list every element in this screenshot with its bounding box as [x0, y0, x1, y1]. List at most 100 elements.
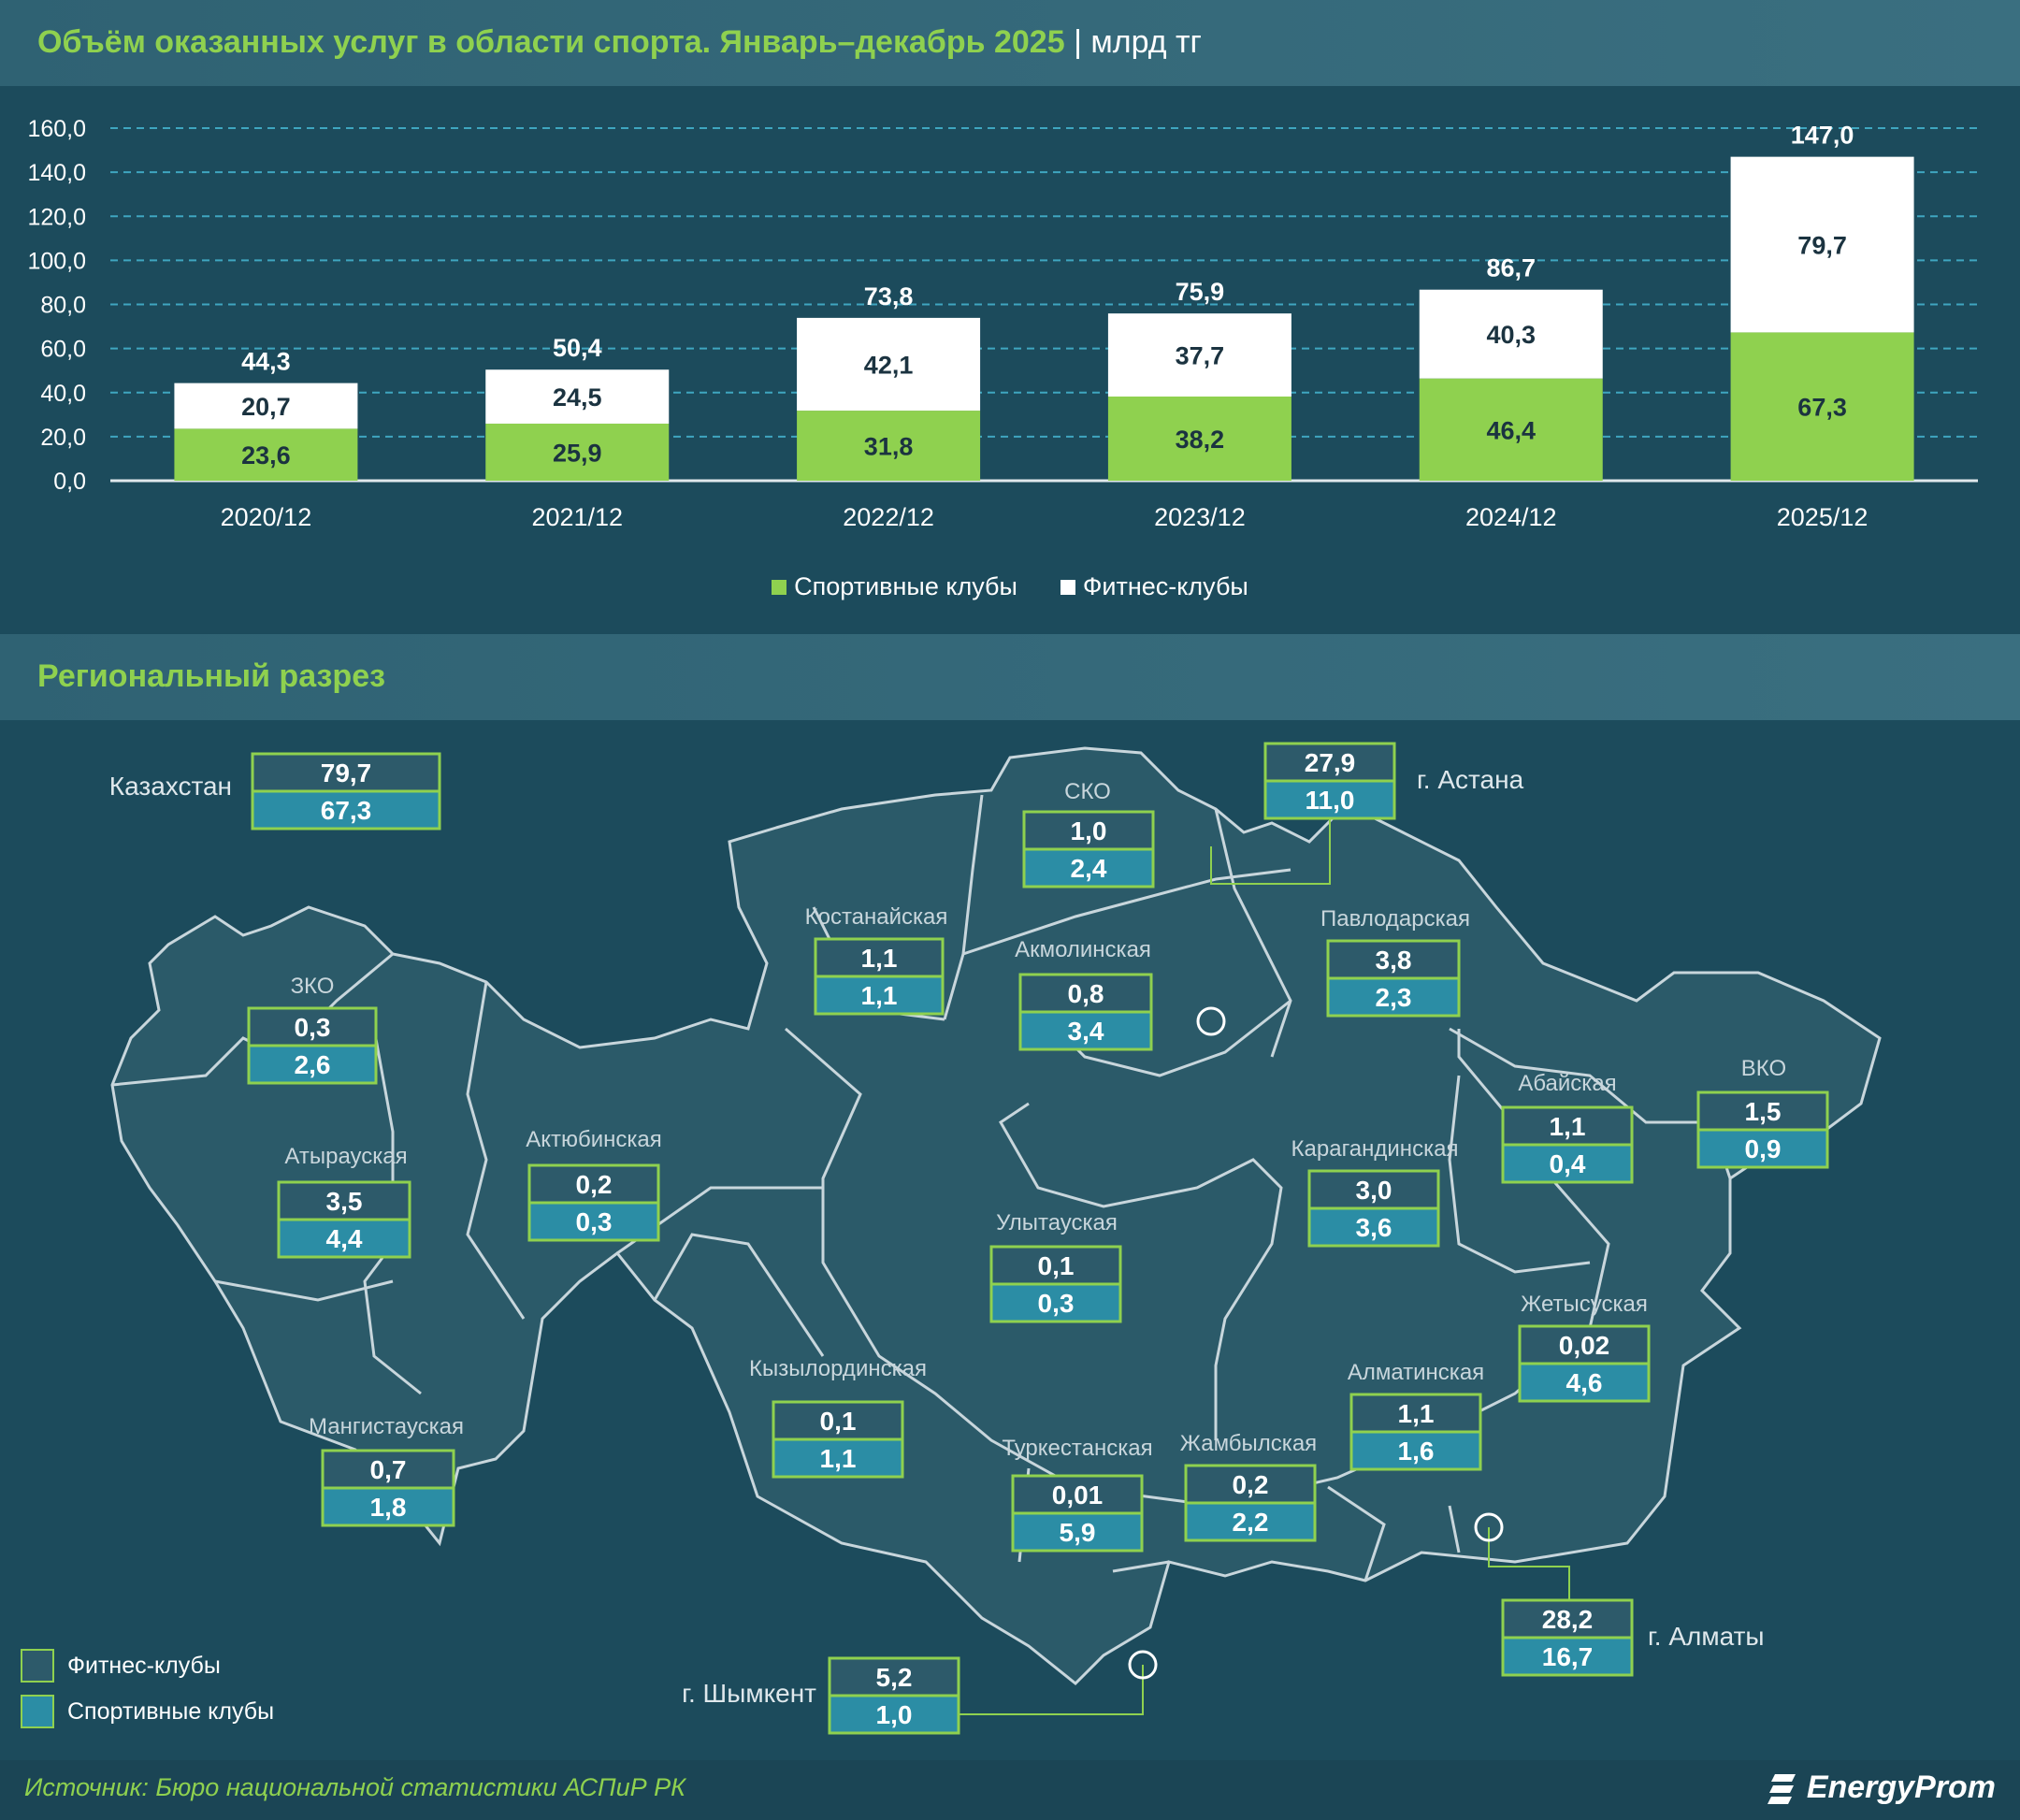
- region-box: 0,2 0,3 Актюбинская: [526, 1127, 662, 1242]
- map-legend-swatch-sport: [21, 1695, 54, 1728]
- region-sport-cell: [247, 1044, 378, 1085]
- map-legend-label-sport: Спортивные клубы: [67, 1697, 275, 1725]
- region-fitness-value: 28,2: [1542, 1605, 1594, 1634]
- region-box: 5,2 1,0 г. Шымкент: [682, 1656, 960, 1735]
- region-sport-value: 4,4: [326, 1224, 363, 1253]
- region-sport-value: 11,0: [1306, 786, 1355, 815]
- region-box: 0,02 4,6 Жетысуская: [1518, 1292, 1651, 1403]
- region-fitness-value: 1,5: [1745, 1097, 1782, 1126]
- region-fitness-cell: [321, 1449, 455, 1490]
- region-name: Абайская: [1518, 1071, 1616, 1096]
- legend-swatch-sport: [772, 579, 787, 595]
- region-sport-value: 3,6: [1356, 1213, 1392, 1242]
- title-unit: | млрд тг: [1074, 24, 1202, 60]
- region-name: СКО: [1064, 779, 1111, 804]
- region-fitness-cell: [527, 1163, 660, 1205]
- y-tick-label: 100,0: [27, 248, 86, 274]
- region-sport-value: 0,3: [576, 1207, 613, 1236]
- region-fitness-cell: [814, 937, 945, 978]
- region-box: 3,5 4,4 Атырауская: [277, 1144, 411, 1259]
- region-sport-value: 1,8: [370, 1493, 407, 1522]
- region-sport-value: 2,3: [1376, 983, 1412, 1012]
- region-fitness-value: 3,5: [326, 1187, 363, 1216]
- y-tick-label: 40,0: [40, 381, 86, 407]
- data-label-fitness: 24,5: [553, 383, 602, 412]
- region-box: 1,1 1,6 Алматинская: [1348, 1360, 1484, 1471]
- legend-item-fitness: Фитнес-клубы: [1060, 572, 1248, 601]
- region-name: Жамбылская: [1180, 1431, 1317, 1456]
- region-fitness-value: 0,3: [295, 1013, 331, 1042]
- region-fitness-cell: [828, 1656, 960, 1697]
- region-sport-cell: [1184, 1501, 1317, 1542]
- region-name: Костанайская: [805, 904, 948, 930]
- region-sport-cell: [1307, 1206, 1440, 1248]
- region-name: Алматинская: [1348, 1360, 1484, 1385]
- legend-label-fitness: Фитнес-клубы: [1082, 572, 1248, 600]
- chart-legend: Спортивные клубы Фитнес-клубы: [0, 572, 2020, 601]
- stacked-bar-chart: 0,020,040,060,080,0100,0120,0140,0160,0 …: [27, 116, 1978, 531]
- region-sport-cell: [1022, 847, 1155, 888]
- y-tick-label: 20,0: [40, 425, 86, 451]
- region-name: Актюбинская: [526, 1127, 662, 1152]
- region-fitness-value: 27,9: [1305, 748, 1356, 777]
- region-sport-cell: [1518, 1362, 1651, 1403]
- region-box: 1,0 2,4 СКО: [1022, 779, 1155, 888]
- data-label-total: 75,9: [1176, 278, 1225, 306]
- region-sport-cell: [1349, 1430, 1482, 1471]
- region-sport-cell: [1696, 1128, 1829, 1169]
- almaty-marker: [1474, 1512, 1504, 1542]
- bar-sport: [1107, 396, 1291, 481]
- region-name: Атырауская: [284, 1144, 407, 1169]
- region-fitness-value: 0,2: [1233, 1470, 1269, 1499]
- region-sport-cell: [814, 975, 945, 1016]
- map-legend-sport: Спортивные клубы: [21, 1695, 274, 1728]
- region-sport-value: 0,9: [1745, 1134, 1782, 1163]
- region-name: Туркестанская: [1002, 1436, 1152, 1461]
- data-label-total: 44,3: [241, 348, 291, 376]
- region-fitness-value: 0,01: [1052, 1481, 1104, 1509]
- data-label-sport: 38,2: [1176, 426, 1225, 454]
- region-name: Павлодарская: [1320, 906, 1470, 932]
- y-tick-label: 120,0: [27, 204, 86, 230]
- x-tick-label: 2021/12: [531, 503, 623, 531]
- legend-label-sport: Спортивные клубы: [794, 572, 1017, 600]
- legend-item-sport: Спортивные клубы: [772, 572, 1017, 601]
- x-tick-label: 2024/12: [1465, 503, 1557, 531]
- region-fitness-value: 0,02: [1559, 1331, 1610, 1360]
- region-fitness-cell: [1326, 939, 1461, 980]
- data-label-fitness: 42,1: [864, 351, 914, 379]
- region-fitness-value: 79,7: [321, 758, 372, 787]
- bar-sport: [1419, 378, 1603, 481]
- y-tick-label: 60,0: [40, 337, 86, 363]
- region-box: 0,8 3,4 Акмолинская: [1015, 937, 1153, 1051]
- region-sport-value: 1,1: [861, 981, 898, 1010]
- y-tick-label: 140,0: [27, 160, 86, 186]
- region-fitness-value: 3,8: [1376, 946, 1412, 975]
- region-fitness-cell: [247, 1006, 378, 1047]
- data-label-total: 86,7: [1486, 254, 1536, 282]
- bar-fitness: [1419, 289, 1603, 379]
- region-fitness-cell: [1349, 1393, 1482, 1434]
- data-label-fitness: 20,7: [241, 393, 291, 421]
- region-box: 0,7 1,8 Мангистауская: [309, 1414, 464, 1527]
- region-sport-value: 0,3: [1038, 1289, 1075, 1318]
- legend-swatch-fitness: [1060, 579, 1075, 595]
- data-label-sport: 46,4: [1486, 416, 1536, 444]
- shymkent-marker: [1128, 1650, 1158, 1680]
- region-sport-cell: [828, 1694, 960, 1735]
- region-fitness-value: 0,8: [1068, 979, 1104, 1008]
- region-sport-cell: [321, 1486, 455, 1527]
- map-legend-fitness: Фитнес-клубы: [21, 1649, 221, 1683]
- kazakhstan-map: 79,7 67,3 Казахстан 1,0 2,4 СКО 27,9 11,0 г. Аст…: [109, 742, 1882, 1735]
- region-fitness-value: 1,0: [1071, 816, 1107, 845]
- region-box: 0,01 5,9 Туркестанская: [1002, 1436, 1153, 1553]
- region-box: 3,0 3,6 Карагандинская: [1291, 1136, 1458, 1248]
- region-sport-value: 67,3: [321, 796, 372, 825]
- bar-fitness: [1107, 313, 1291, 397]
- x-tick-label: 2022/12: [843, 503, 934, 531]
- region-fitness-value: 1,1: [1550, 1112, 1586, 1141]
- region-fitness-cell: [989, 1245, 1122, 1286]
- y-tick-label: 80,0: [40, 293, 86, 319]
- region-sport-value: 2,6: [295, 1050, 331, 1079]
- region-sport-value: 4,6: [1566, 1368, 1603, 1397]
